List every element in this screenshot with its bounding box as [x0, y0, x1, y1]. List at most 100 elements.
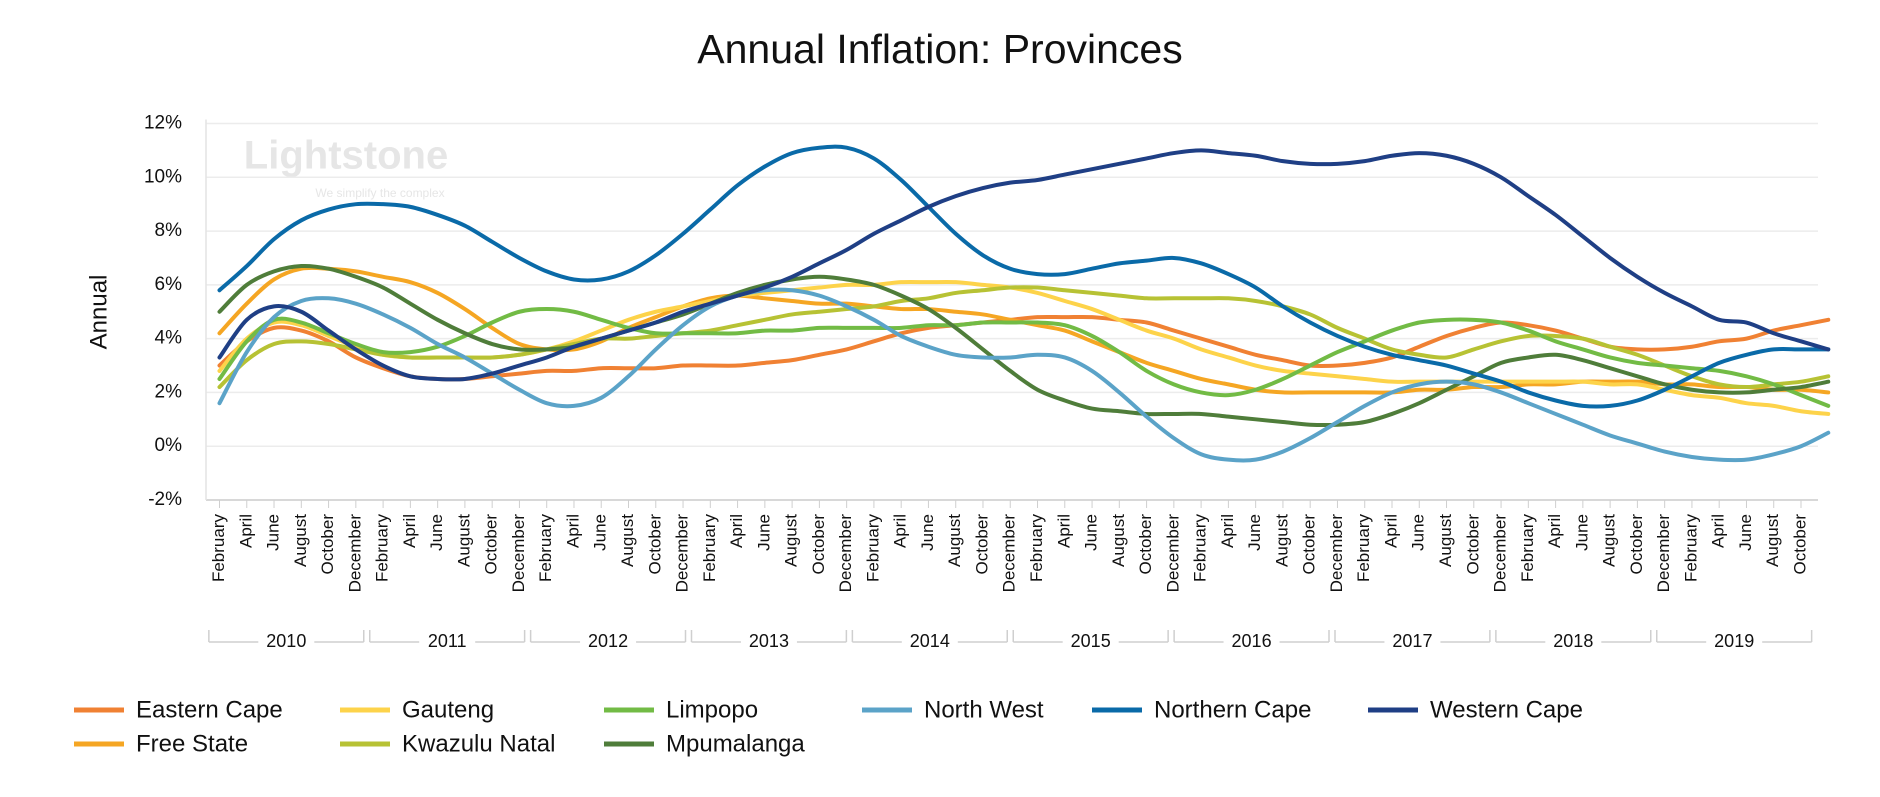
x-tick-label: June	[264, 514, 283, 551]
year-label: 2018	[1553, 631, 1593, 651]
x-tick-label: February	[1518, 514, 1537, 583]
x-tick-label: October	[645, 514, 664, 575]
x-tick-label: December	[673, 514, 692, 593]
x-tick-label: October	[809, 514, 828, 575]
x-tick-label: October	[972, 514, 991, 575]
year-label-bg	[258, 632, 315, 652]
x-tick-label: April	[400, 514, 419, 548]
year-label: 2011	[428, 631, 467, 651]
year-label-bg	[740, 632, 797, 652]
x-tick-label: August	[454, 514, 473, 567]
y-axis-label: Annual	[85, 275, 112, 350]
x-tick-label: October	[1627, 514, 1646, 575]
y-tick-label: 0%	[155, 435, 183, 456]
legend-label: Eastern Cape	[136, 696, 283, 723]
x-tick-label: April	[1218, 514, 1237, 548]
legend-label: Limpopo	[666, 696, 758, 723]
x-tick-label: April	[236, 514, 255, 548]
x-tick-label: December	[1000, 514, 1019, 593]
series-line	[217, 279, 1831, 416]
year-label-bg	[1545, 632, 1602, 652]
year-label: 2012	[588, 631, 628, 651]
series-line	[217, 314, 1831, 382]
x-tick-label: April	[1054, 514, 1073, 548]
x-tick-label: February	[373, 514, 392, 583]
year-label-bg	[419, 632, 476, 652]
x-tick-label: December	[1327, 514, 1346, 593]
x-tick-label: October	[318, 514, 337, 575]
x-tick-label: June	[427, 514, 446, 551]
series-line	[217, 287, 1831, 463]
year-label-bg	[1706, 632, 1763, 652]
x-tick-label: December	[836, 514, 855, 593]
watermark-tagline: We simplify the complex	[315, 186, 444, 200]
legend-label: Northern Cape	[1154, 696, 1311, 723]
x-tick-label: April	[1381, 514, 1400, 548]
year-label: 2014	[910, 631, 950, 651]
x-tick-label: June	[1082, 514, 1101, 551]
series-line	[217, 144, 1831, 409]
x-tick-label: April	[891, 514, 910, 548]
x-tick-label: February	[1681, 514, 1700, 583]
legend-label: Free State	[136, 730, 248, 757]
x-tick-label: August	[1763, 514, 1782, 567]
watermark-title: Lightstone	[244, 134, 448, 178]
y-tick-label: 12%	[144, 113, 182, 134]
x-tick-label: February	[863, 514, 882, 583]
x-tick-label: October	[1463, 514, 1482, 575]
x-tick-label: December	[1491, 514, 1510, 593]
x-tick-label: October	[482, 514, 501, 575]
x-tick-label: August	[1272, 514, 1291, 567]
series-line	[217, 263, 1831, 428]
x-tick-label: June	[1245, 514, 1264, 551]
x-tick-label: December	[1654, 514, 1673, 593]
x-tick-label: October	[1790, 514, 1809, 575]
year-label-bg	[580, 632, 637, 652]
y-tick-label: 2%	[155, 381, 183, 402]
legend-label: North West	[924, 696, 1044, 723]
y-tick-label: 8%	[155, 220, 183, 241]
y-tick-label: 6%	[155, 274, 183, 295]
x-tick-label: April	[1709, 514, 1728, 548]
year-label-bg	[1384, 632, 1441, 652]
year-label-bg	[1062, 632, 1119, 652]
x-tick-label: October	[1136, 514, 1155, 575]
x-tick-label: October	[1300, 514, 1319, 575]
x-tick-label: February	[536, 514, 555, 583]
legend-label: Mpumalanga	[666, 730, 805, 757]
x-tick-label: August	[1436, 514, 1455, 567]
x-tick-label: August	[291, 514, 310, 567]
x-tick-label: August	[782, 514, 801, 567]
x-tick-label: April	[563, 514, 582, 548]
x-tick-label: June	[754, 514, 773, 551]
x-tick-label: April	[727, 514, 746, 548]
x-tick-label: December	[1163, 514, 1182, 593]
year-label-bg	[901, 632, 958, 652]
series-line	[217, 148, 1831, 382]
x-tick-label: August	[618, 514, 637, 567]
x-tick-label: February	[700, 514, 719, 583]
year-label: 2017	[1392, 631, 1432, 651]
x-tick-label: August	[1109, 514, 1128, 567]
x-tick-label: August	[945, 514, 964, 567]
x-tick-label: December	[509, 514, 528, 593]
y-tick-label: 4%	[155, 328, 183, 349]
chart-title: Annual Inflation: Provinces	[697, 26, 1182, 72]
legend-label: Gauteng	[402, 696, 494, 723]
year-label: 2016	[1232, 631, 1272, 651]
legend-label: Western Cape	[1430, 696, 1583, 723]
x-tick-label: June	[1409, 514, 1428, 551]
x-tick-label: April	[1545, 514, 1564, 548]
x-tick-label: February	[1354, 514, 1373, 583]
x-tick-label: February	[1191, 514, 1210, 583]
x-tick-label: February	[209, 514, 228, 583]
x-tick-label: June	[1736, 514, 1755, 551]
x-tick-label: June	[591, 514, 610, 551]
legend-label: Kwazulu Natal	[402, 730, 555, 757]
year-label: 2010	[266, 631, 306, 651]
x-tick-label: June	[918, 514, 937, 551]
year-label: 2013	[749, 631, 789, 651]
y-tick-label: 10%	[144, 166, 182, 187]
